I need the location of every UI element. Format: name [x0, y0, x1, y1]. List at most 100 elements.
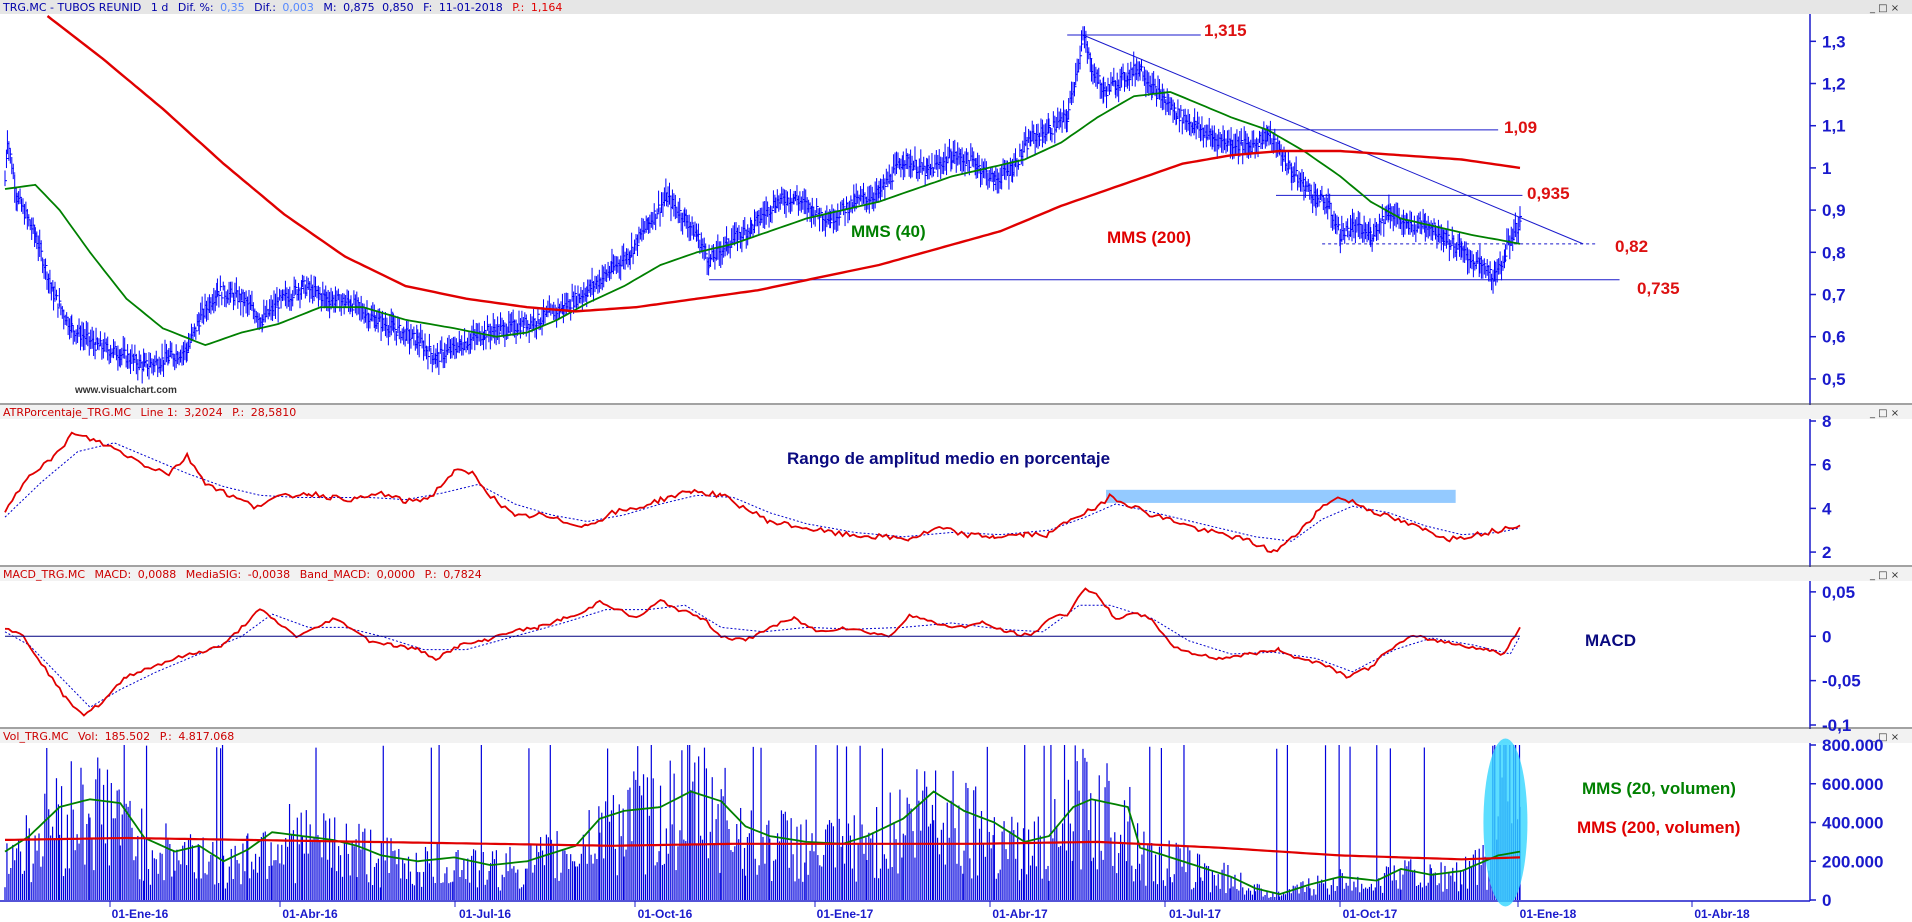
price-max-label: M:	[323, 1, 336, 14]
volume-bars	[4, 745, 1521, 900]
ohlc-bar	[198, 313, 202, 335]
ohlc-bar	[58, 288, 62, 307]
ohlc-bar	[1344, 228, 1347, 244]
x-tick-label: 01-Ene-18	[1520, 907, 1577, 921]
ohlc-bar	[967, 151, 970, 172]
ohlc-bar	[186, 341, 190, 362]
ohlc-bar	[145, 352, 149, 368]
trendline	[1082, 34, 1584, 245]
macd-header-bar	[0, 567, 1912, 581]
x-tick-label: 01-Abr-17	[992, 907, 1048, 921]
ohlc-bar	[1128, 69, 1132, 92]
macd-name: MACD_TRG.MC	[3, 568, 85, 581]
atr-header: ATRPorcentaje_TRG.MC Line 1: 3,2024 P.: …	[3, 406, 296, 419]
ohlc-bar	[1450, 240, 1453, 250]
ohlc-bar	[1180, 105, 1183, 118]
volume-header: Vol_TRG.MC Vol: 185.502 P.: 4.817.068	[3, 730, 234, 743]
level-label-0735: 0,735	[1637, 279, 1680, 298]
ohlc-bar	[1354, 219, 1358, 244]
ohlc-bar	[674, 194, 678, 220]
ohlc-bar	[1048, 118, 1051, 134]
price-p: 1,164	[531, 1, 563, 14]
vol-value: 185.502	[105, 730, 151, 743]
price-tick-label: 0,9	[1822, 201, 1846, 220]
price-p-label: P.:	[512, 1, 524, 14]
macd-label: MACD:	[95, 568, 132, 581]
ohlc-bar	[5, 149, 9, 169]
ohlc-bar	[428, 333, 432, 352]
macd-band-value: 0,0000	[377, 568, 416, 581]
ohlc-bar	[55, 289, 59, 301]
macd-sig-value: -0,0038	[248, 568, 290, 581]
ohlc-bar	[498, 324, 502, 345]
ohlc-bar	[537, 308, 540, 325]
atr-name: ATRPorcentaje_TRG.MC	[3, 406, 131, 419]
ohlc-bar	[1068, 98, 1071, 120]
atr-p-label: P.:	[232, 406, 244, 419]
atr-window-controls-icon[interactable]: _ □ ×	[1869, 408, 1899, 419]
atr-p: 28,5810	[251, 406, 297, 419]
ohlc-bar	[99, 331, 103, 346]
macd-p-label: P.:	[425, 568, 437, 581]
ohlc-bar	[1098, 67, 1101, 85]
atr-signal-line	[4, 442, 1521, 542]
price-dif-pct: 0,35	[220, 1, 245, 14]
ohlc-bar	[1489, 261, 1493, 282]
vol-tick-label: 0	[1822, 891, 1831, 910]
mms200-label: MMS (200)	[1107, 228, 1191, 247]
level-label-1315: 1,315	[1204, 21, 1247, 40]
vol-mms200-line	[5, 836, 1521, 861]
ohlc-bar	[850, 195, 853, 213]
ohlc-bar	[522, 316, 526, 335]
ohlc-bar	[1337, 216, 1341, 231]
macd-window-controls-icon[interactable]: _ □ ×	[1869, 570, 1899, 581]
macd-tick-label: 0,05	[1822, 583, 1855, 602]
ohlc-bar	[814, 210, 818, 227]
x-tick-label: 01-Ene-16	[112, 907, 169, 921]
price-tick-label: 1,1	[1822, 117, 1846, 136]
vol-mms20-label: MMS (20, volumen)	[1582, 779, 1736, 798]
spike-ellipse	[1483, 738, 1528, 907]
atr-highlight-band	[1106, 489, 1456, 503]
ohlc-bar	[1477, 250, 1480, 264]
ohlc-bar	[430, 347, 433, 365]
atr-tick-label: 6	[1822, 456, 1831, 475]
atr-tick-label: 2	[1822, 543, 1831, 562]
ohlc-bar	[52, 280, 55, 292]
vol-tick-label: 600.000	[1822, 775, 1883, 794]
macd-tick-label: 0	[1822, 627, 1831, 646]
ohlc-bar	[1174, 102, 1177, 120]
ohlc-bar	[277, 297, 281, 323]
ohlc-bar	[19, 188, 23, 205]
ohlc-bar	[124, 337, 127, 359]
ohlc-bar	[697, 223, 701, 249]
vol-mms200-label: MMS (200, volumen)	[1577, 818, 1740, 837]
ohlc-bar	[1504, 244, 1508, 263]
volume-window-controls-icon[interactable]: _ □ ×	[1869, 732, 1899, 743]
price-date-label: F:	[423, 1, 432, 14]
window-controls[interactable]: _ □ × _ □ × _ □ × _ □ ×	[1869, 3, 1899, 743]
ohlc-bar	[87, 322, 90, 347]
ohlc-bar	[71, 314, 74, 333]
level-label-109: 1,09	[1504, 118, 1537, 137]
panel-headers	[0, 0, 1912, 743]
macd-tick-label: -0,05	[1822, 672, 1861, 691]
ohlc-bar	[1492, 269, 1496, 294]
ohlc-bar	[1447, 220, 1450, 245]
atr-header-bar	[0, 405, 1912, 419]
ohlc-bar	[219, 275, 223, 291]
atr-line-value: 3,2024	[184, 406, 223, 419]
price-window-controls-icon[interactable]: _ □ ×	[1869, 3, 1899, 14]
ohlc-bar	[114, 341, 117, 356]
x-tick-label: 01-Jul-16	[459, 907, 511, 921]
macd-title: MACD	[1585, 631, 1636, 650]
ohlc-bar	[787, 191, 790, 206]
ohlc-bar	[1140, 59, 1144, 72]
ohlc-bar	[28, 214, 31, 227]
price-header-bar	[0, 0, 1912, 14]
macd-band-label: Band_MACD:	[300, 568, 370, 581]
ohlc-bar	[767, 201, 770, 217]
atr-line-label: Line 1:	[141, 406, 178, 419]
ohlc-bar	[653, 203, 657, 226]
ohlc-bar	[1519, 206, 1522, 231]
